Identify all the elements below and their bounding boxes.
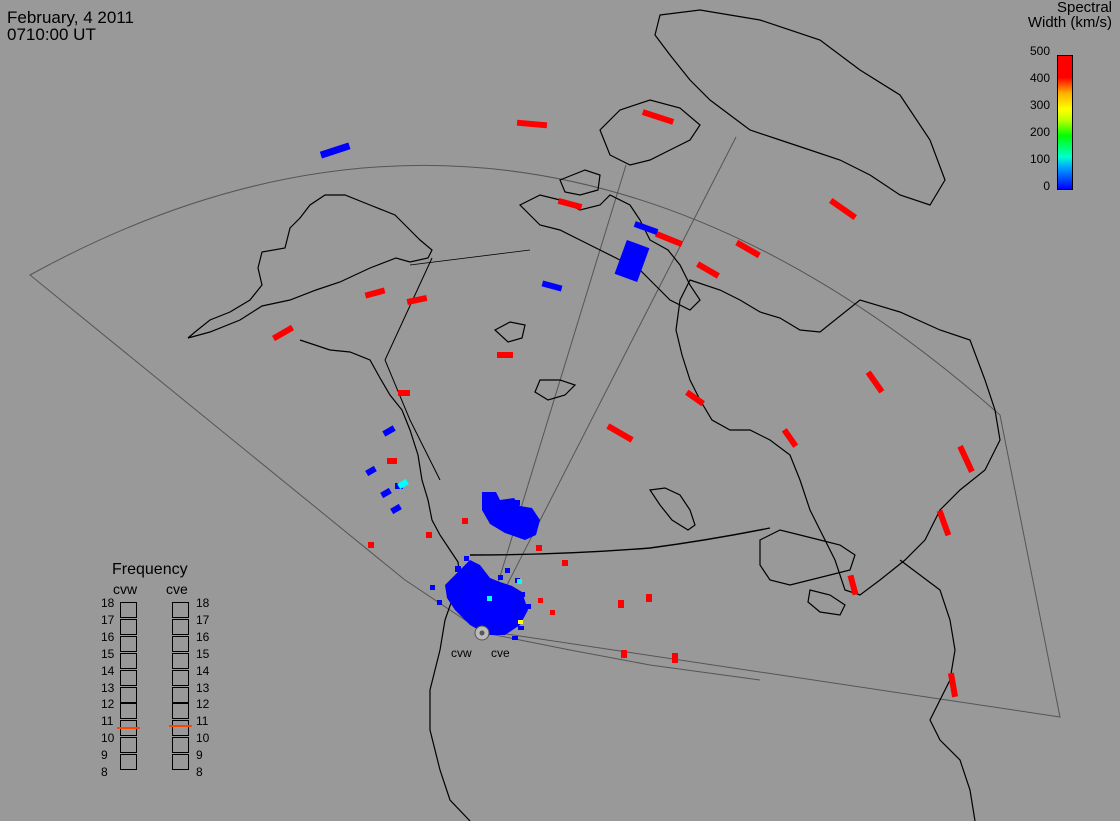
frequency-marker-cvw [117,727,140,730]
frequency-scale-label-left: 18 [101,596,115,610]
red-cells [271,109,975,698]
frequency-scale-label-left: 13 [101,680,115,695]
fov-sector-outline [29,165,1061,718]
colorbar-title-line2: Width (km/s) [1027,14,1112,31]
frequency-scale-label-left: 15 [101,646,115,661]
colorbar-tick: 500 [1029,44,1050,58]
frequency-scale-label-right: 9 [196,748,203,763]
colorbar-title-line1: Spectral [1056,0,1112,16]
frequency-cell-cve [172,703,189,720]
frequency-cell-cvw [120,737,137,754]
frequency-radar-cvw: cvw [113,581,138,597]
frequency-title: Frequency [112,561,188,578]
frequency-scale-label-left: 17 [101,612,115,627]
frequency-scale-label-left: 12 [101,697,115,712]
cyan-cells [397,478,522,601]
colorbar-tick: 200 [1029,125,1050,139]
frequency-scale-label-right: 11 [196,714,209,729]
frequency-scale-label-right: 8 [196,765,203,779]
frequency-cell-cvw [120,652,137,669]
frequency-scale-label-left: 8 [101,765,108,779]
frequency-cell-cve [172,618,189,635]
frequency-scale-label-left: 14 [101,663,115,678]
frequency-cell-cvw [120,754,137,771]
frequency-scale-label-left: 11 [101,714,114,729]
blue-cells [319,142,659,635]
coastlines [187,9,1001,821]
frequency-cell-cve [172,754,189,771]
scatter-cells [271,109,975,698]
radar-label-cve: cve [491,646,510,660]
yellow-cells [518,620,523,624]
frequency-cell-cve [172,602,189,618]
frequency-marker-cve [169,725,192,728]
frequency-cell-cvw [120,602,137,618]
frequency-radar-cve: cve [166,581,188,597]
frequency-scale-label-right: 16 [196,629,210,644]
frequency-cell-cvw [120,635,137,652]
colorbar-tick: 400 [1029,71,1050,85]
frequency-cell-cve [172,720,189,737]
frequency-scale-label-right: 17 [196,612,210,627]
radar-sites [474,625,490,641]
frequency-scale-label-left: 16 [101,629,115,644]
colorbar-tick: 100 [1029,152,1050,166]
frequency-scale-label-left: 9 [101,748,108,763]
frequency-scale-label-right: 13 [196,680,210,695]
frequency-cell-cve [172,652,189,669]
frequency-cell-cve [172,737,189,754]
frequency-cell-cvw [120,686,137,703]
frequency-scale-label-left: 10 [101,731,115,746]
date-label: February, 4 2011 [7,8,134,27]
colorbar-tick: 300 [1029,98,1050,112]
colorbar-title: Spectral Width (km/s) [1028,0,1112,30]
frequency-scale-label-right: 10 [196,731,210,746]
colorbar-tick: 0 [1043,179,1050,193]
frequency-cell-cvw [120,618,137,635]
time-label: 0710:00 UT [7,25,96,44]
radar-label-cvw: cvw [451,646,472,660]
frequency-scale-label-right: 14 [196,663,210,678]
title-block: February, 4 2011 0710:00 UT [7,9,134,43]
frequency-scale-label-right: 15 [196,646,210,661]
frequency-scale-label-right: 18 [196,596,210,610]
colorbar-gradient [1057,55,1073,190]
frequency-cell-cvw [120,703,137,720]
blue-scatter-dots [430,500,531,640]
frequency-cell-cve [172,635,189,652]
frequency-cell-cvw [120,669,137,686]
frequency-cell-cve [172,669,189,686]
frequency-cell-cve [172,686,189,703]
beam-lines [482,136,737,633]
frequency-scale-label-right: 12 [196,697,210,712]
